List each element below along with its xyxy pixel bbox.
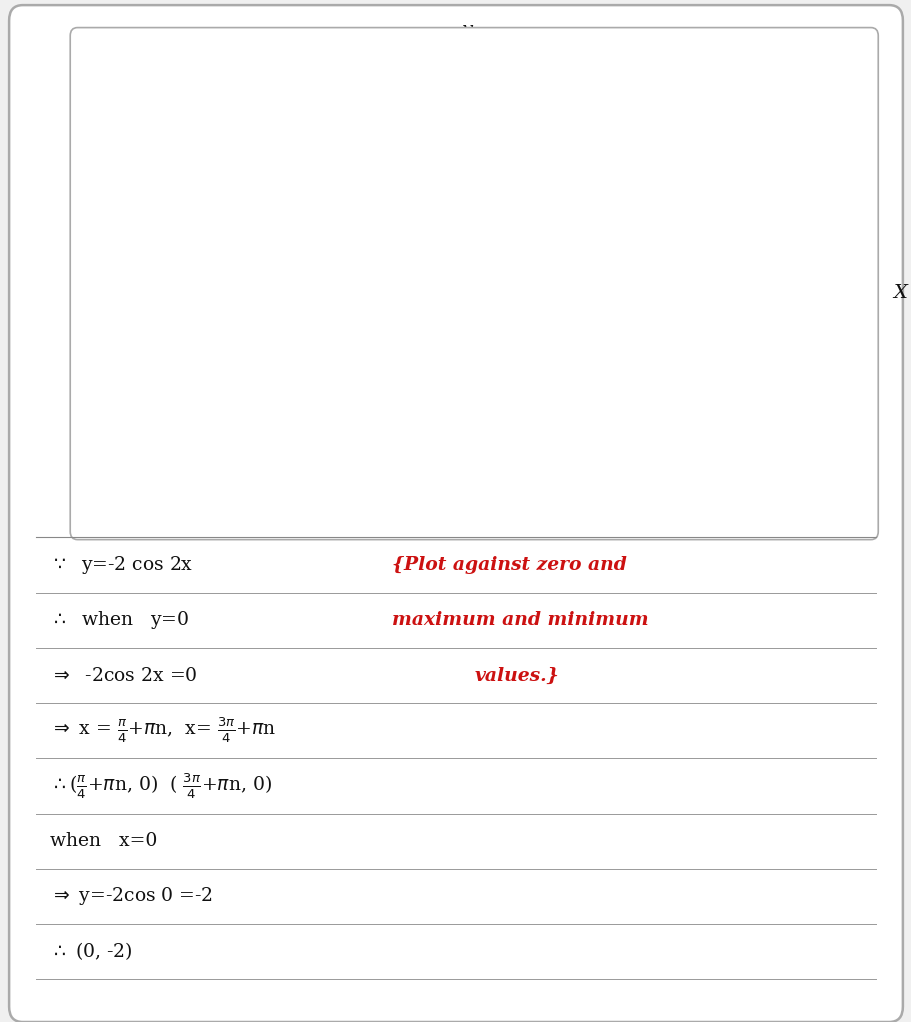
Text: X: X — [892, 284, 906, 303]
Text: when   x=0: when x=0 — [50, 832, 158, 850]
Text: $\therefore$ (0, -2): $\therefore$ (0, -2) — [50, 940, 132, 963]
Text: $\Rightarrow$  -2cos 2x =0: $\Rightarrow$ -2cos 2x =0 — [50, 666, 198, 685]
Text: $\Rightarrow$ y=-2cos 0 =-2: $\Rightarrow$ y=-2cos 0 =-2 — [50, 885, 213, 908]
Text: 5: 5 — [781, 322, 790, 336]
Text: -5: -5 — [108, 322, 123, 336]
Text: maximum and minimum: maximum and minimum — [392, 611, 648, 630]
Text: 2: 2 — [424, 146, 434, 160]
Text: $\therefore$  when   y=0: $\therefore$ when y=0 — [50, 609, 189, 632]
Text: -2: -2 — [419, 433, 434, 448]
Text: y: y — [462, 20, 473, 39]
Text: $\frac{\pi}{4}$: $\frac{\pi}{4}$ — [498, 327, 507, 351]
Text: values.}: values.} — [474, 666, 558, 685]
Text: $\frac{3\pi}{4}$: $\frac{3\pi}{4}$ — [600, 322, 616, 347]
Text: {Plot against zero and: {Plot against zero and — [392, 556, 627, 574]
Text: $\therefore$($\frac{\pi}{4}$+$\pi$n, 0)  ( $\frac{3\pi}{4}$+$\pi$n, 0): $\therefore$($\frac{\pi}{4}$+$\pi$n, 0) … — [50, 772, 272, 800]
Text: $\because$  y=-2 cos 2x: $\because$ y=-2 cos 2x — [50, 554, 193, 576]
Text: $\Rightarrow$ x = $\frac{\pi}{4}$+$\pi$n,  x= $\frac{3\pi}{4}$+$\pi$n: $\Rightarrow$ x = $\frac{\pi}{4}$+$\pi$n… — [50, 716, 276, 745]
